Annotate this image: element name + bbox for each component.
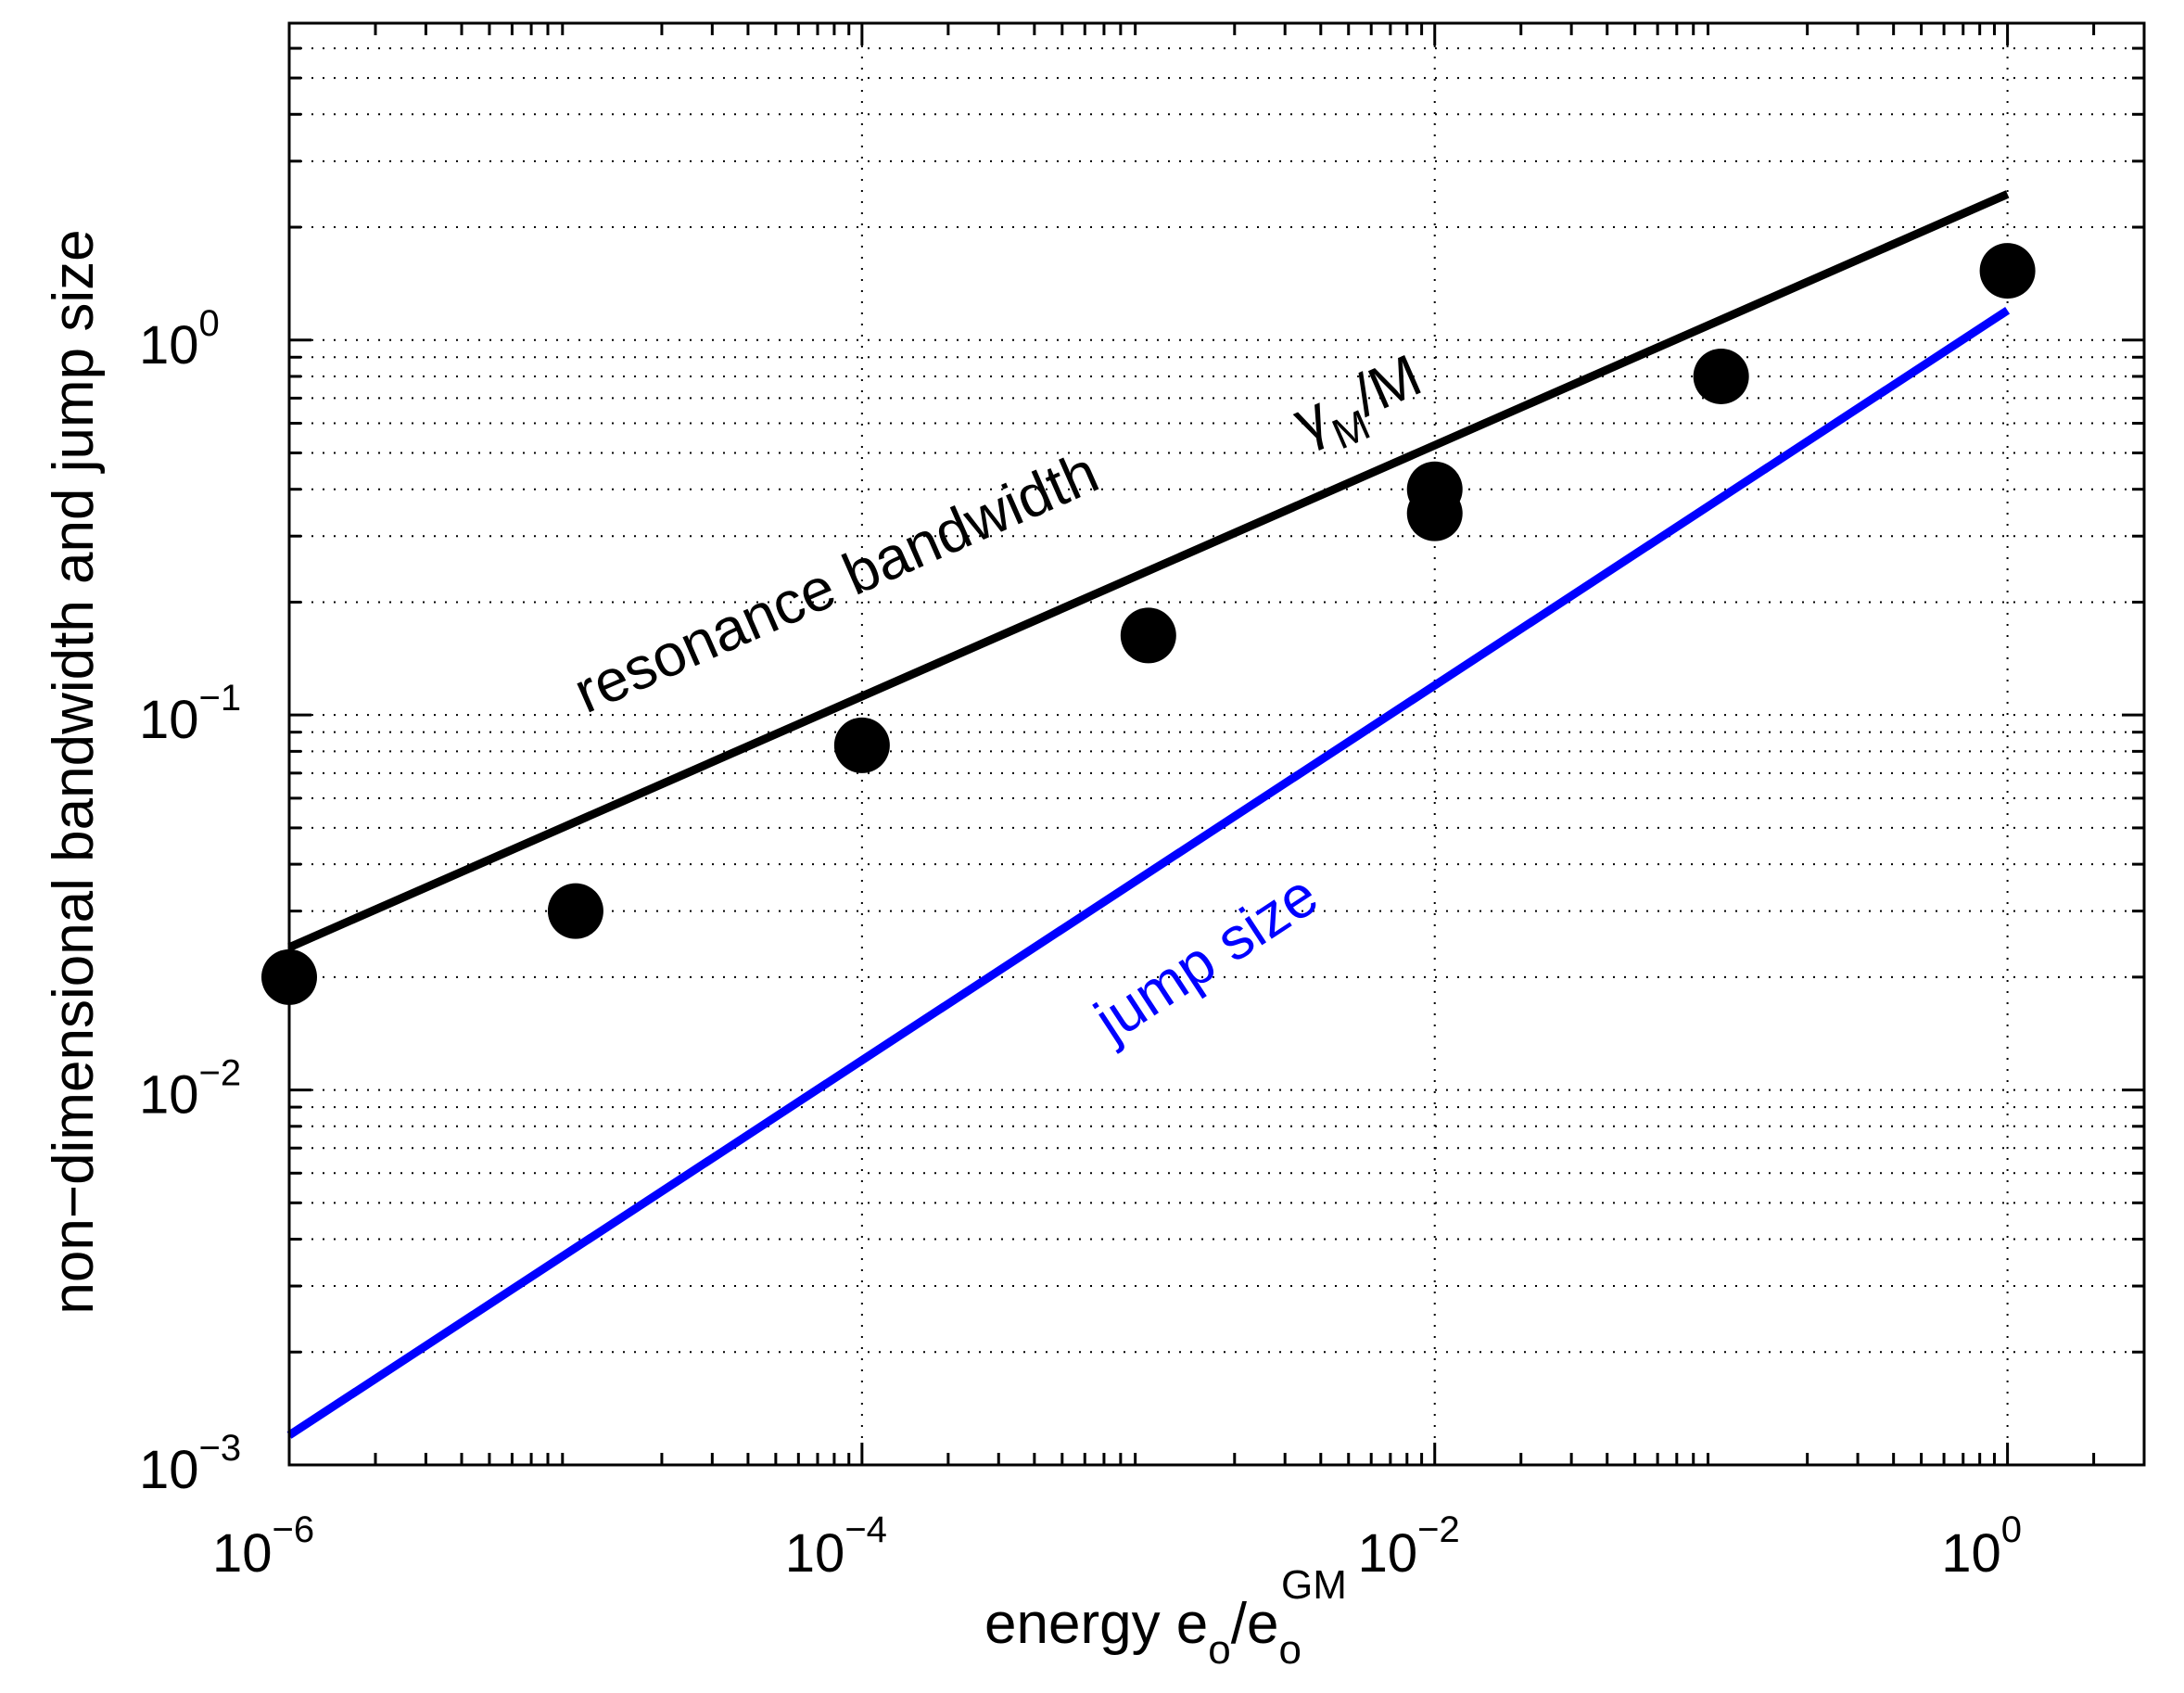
y-tick-label: 10−2 [139, 1053, 241, 1126]
y-tick-label: 10−3 [139, 1428, 241, 1500]
x-tick-label: 10−2 [1358, 1509, 1460, 1584]
x-title-sub2: o [1278, 1627, 1301, 1673]
y-tick-label: 100 [139, 303, 220, 376]
x-tick-label: 10−4 [785, 1509, 887, 1584]
x-title-sup: GM [1281, 1562, 1347, 1608]
data-point [1120, 607, 1176, 664]
y-tick-label: 10−1 [139, 678, 241, 750]
y-axis-title: non−dimensional bandwidth and jump size [42, 229, 106, 1314]
x-title-main: energy e [984, 1592, 1208, 1656]
x-axis-title: energy eo/eoGM [984, 1562, 1347, 1673]
x-tick-label: 100 [1941, 1509, 2022, 1584]
series-layer [261, 190, 2036, 1439]
x-tick-label: 10−6 [212, 1509, 314, 1584]
x-title-slash: /e [1231, 1592, 1279, 1656]
data-point [1979, 243, 2036, 299]
data-point [1693, 348, 1749, 404]
data-point [833, 717, 890, 773]
tick-labels: 10−6 10−4 10−2 100 10−3 10−2 10−1 100 [139, 303, 2022, 1584]
axes-frame [287, 21, 2146, 1467]
x-title-sub1: o [1208, 1627, 1230, 1673]
data-point [547, 883, 603, 939]
data-point [1406, 485, 1463, 541]
bandwidth-annotation: resonance bandwidth [565, 439, 1108, 726]
series-line-jump-size [286, 306, 2011, 1439]
series-line-resonance-bandwidth [287, 190, 2010, 951]
ticks [287, 23, 2146, 1465]
